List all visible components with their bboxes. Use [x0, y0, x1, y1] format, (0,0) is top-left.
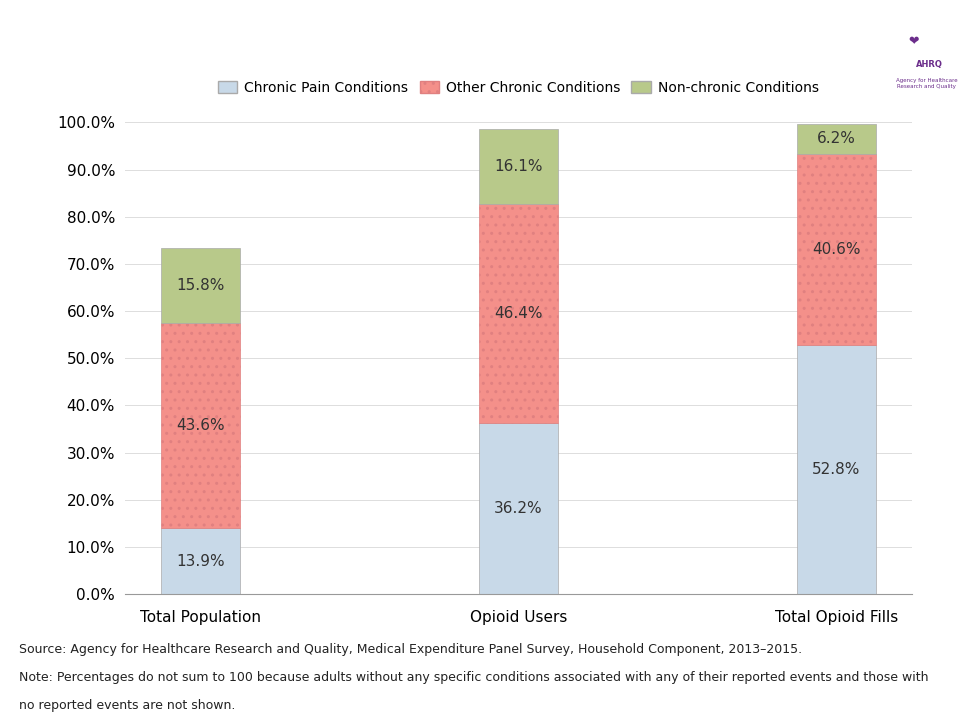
Bar — [479, 129, 558, 204]
Bar — [479, 204, 558, 423]
Ellipse shape — [878, 8, 960, 107]
Text: 52.8%: 52.8% — [812, 462, 861, 477]
Bar — [160, 323, 240, 528]
Text: AHRQ: AHRQ — [916, 60, 943, 69]
Text: 16.1%: 16.1% — [494, 159, 542, 174]
Text: Figure 2. Distributions of Adult Population and Opioid Use: Figure 2. Distributions of Adult Populat… — [70, 25, 756, 45]
Text: 15.8%: 15.8% — [176, 278, 225, 293]
Text: 6.2%: 6.2% — [817, 132, 856, 146]
Text: by Treated Condition Group, 2013-2015 (average annual): by Treated Condition Group, 2013-2015 (a… — [76, 66, 750, 85]
Bar — [797, 153, 876, 345]
Text: Source: Agency for Healthcare Research and Quality, Medical Expenditure Panel Su: Source: Agency for Healthcare Research a… — [19, 643, 803, 656]
Text: 46.4%: 46.4% — [494, 307, 542, 321]
Text: no reported events are not shown.: no reported events are not shown. — [19, 699, 235, 712]
Text: 13.9%: 13.9% — [176, 554, 225, 569]
Text: Note: Percentages do not sum to 100 because adults without any specific conditio: Note: Percentages do not sum to 100 beca… — [19, 671, 928, 684]
Bar — [479, 423, 558, 594]
Bar — [160, 248, 240, 323]
Bar — [797, 345, 876, 594]
Text: 40.6%: 40.6% — [812, 242, 861, 257]
Text: ❤: ❤ — [909, 35, 919, 48]
Text: Agency for Healthcare
Research and Quality: Agency for Healthcare Research and Quali… — [896, 78, 957, 89]
Bar — [160, 528, 240, 594]
Text: 36.2%: 36.2% — [494, 501, 542, 516]
Bar — [797, 125, 876, 153]
Legend: Chronic Pain Conditions, Other Chronic Conditions, Non-chronic Conditions: Chronic Pain Conditions, Other Chronic C… — [212, 75, 825, 100]
Text: 43.6%: 43.6% — [176, 418, 225, 433]
